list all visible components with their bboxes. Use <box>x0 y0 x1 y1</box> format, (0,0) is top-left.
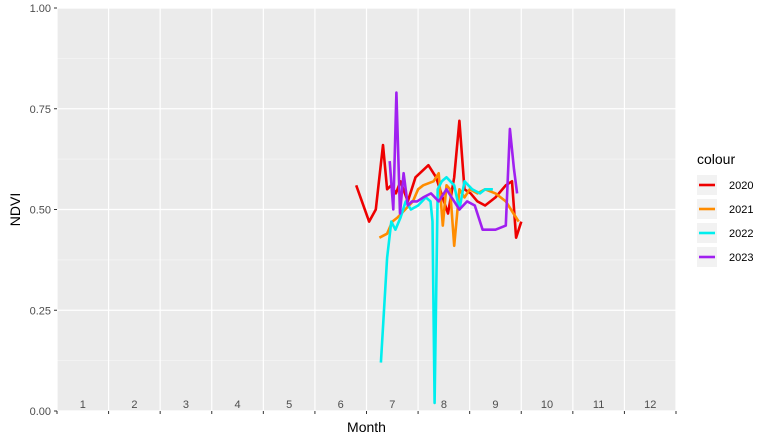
legend-title: colour <box>697 151 735 167</box>
x-tick-label: 7 <box>389 399 395 411</box>
series-layer <box>354 91 523 405</box>
legend-label-2022: 2022 <box>729 228 753 240</box>
x-tick-label: 11 <box>593 399 604 411</box>
x-tick-label: 1 <box>80 399 86 411</box>
y-axis-title: NDVI <box>7 193 23 226</box>
x-tick-label: 4 <box>234 399 240 411</box>
x-axis-title: Month <box>347 419 386 435</box>
x-tick-label: 6 <box>338 399 344 411</box>
x-axis-ticks: 1 2 3 4 5 6 7 8 9 10 11 12 <box>56 399 677 414</box>
x-tick-label: 10 <box>541 399 553 411</box>
series-line-2022 <box>379 176 493 405</box>
y-tick-label: 0.75 <box>30 104 51 116</box>
x-tick-label: 9 <box>492 399 498 411</box>
x-tick-label: 12 <box>644 399 656 411</box>
y-tick-label: 0.25 <box>30 305 51 317</box>
x-tick-label: 3 <box>183 399 189 411</box>
y-tick-label: 0.50 <box>30 205 51 217</box>
legend-label-2023: 2023 <box>729 252 753 264</box>
legend-label-2021: 2021 <box>729 204 753 216</box>
y-axis-ticks: 0.00 0.25 0.50 0.75 1.00 <box>30 3 57 418</box>
series-line-2023 <box>388 91 519 231</box>
y-tick-label: 1.00 <box>30 3 51 15</box>
x-tick-label: 5 <box>286 399 292 411</box>
legend-label-2020: 2020 <box>729 180 753 192</box>
x-tick-label: 8 <box>441 399 447 411</box>
y-tick-label: 0.00 <box>30 406 51 418</box>
legend: colour 2020 2021 2022 2023 <box>697 151 753 267</box>
x-tick-label: 2 <box>131 399 137 411</box>
